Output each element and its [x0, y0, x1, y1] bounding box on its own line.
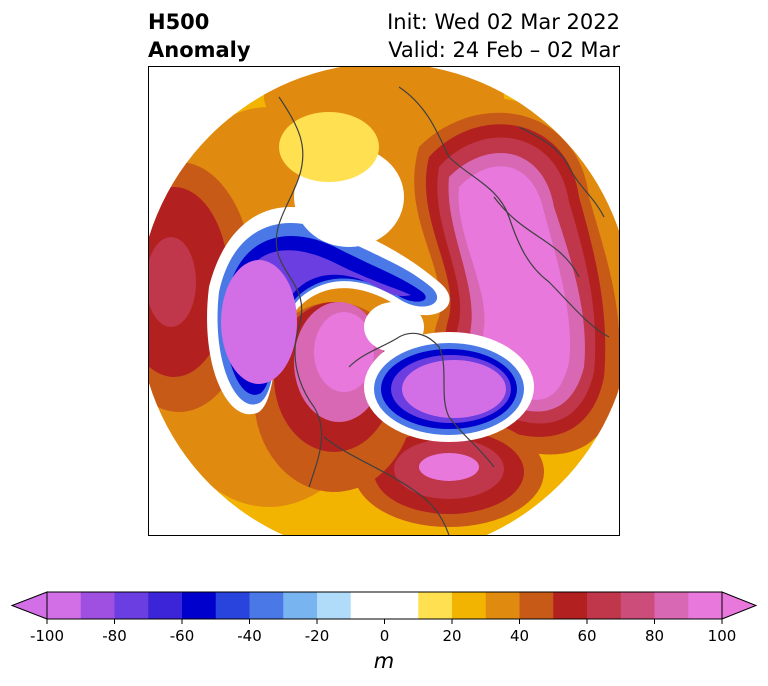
colorbar-unit: m [374, 649, 394, 673]
colorbar-tick-label: -80 [102, 627, 127, 645]
anomaly-contour [279, 112, 379, 182]
colorbar-segment [654, 592, 689, 619]
colorbar-segment [587, 592, 622, 619]
colorbar-tick-label: 0 [380, 627, 390, 645]
colorbar-segment [249, 592, 284, 619]
colorbar-ticks: -100 -80 -60 -40 -20 0 20 40 60 80 100 [30, 619, 736, 645]
colorbar: -100 -80 -60 -40 -20 0 20 40 60 80 100 m [10, 591, 758, 673]
colorbar-segment [80, 592, 115, 619]
colorbar-segment [215, 592, 250, 619]
title-right: Init: Wed 02 Mar 2022 Valid: 24 Feb – 02… [387, 8, 620, 64]
colorbar-segment [418, 592, 453, 619]
colorbar-segment [114, 592, 149, 619]
init-time: Init: Wed 02 Mar 2022 [387, 10, 620, 34]
coastlines [275, 86, 610, 535]
colorbar-extend-high [721, 591, 758, 620]
title-left: H500 Anomaly [148, 8, 251, 64]
valid-range: Valid: 24 Feb – 02 Mar [388, 38, 620, 62]
anomaly-contour [314, 312, 374, 392]
anomaly-contour [221, 260, 297, 384]
anomaly-contour [402, 360, 506, 418]
colorbar-segment [350, 592, 385, 619]
colorbar-segment [485, 592, 520, 619]
colorbar-tick-label: -40 [237, 627, 262, 645]
colorbar-segment [452, 592, 487, 619]
colorbar-tick-label: 60 [577, 627, 596, 645]
map-panel [148, 66, 620, 536]
anomaly-contour [419, 453, 479, 481]
colorbar-segment [47, 592, 82, 619]
anomaly-contour [149, 237, 196, 327]
colorbar-tick-label: 100 [708, 627, 737, 645]
colorbar-segment [553, 592, 588, 619]
colorbar-extend-low [10, 591, 48, 620]
colorbar-segment [283, 592, 318, 619]
colorbar-segment [620, 592, 655, 619]
colorbar-tick-label: -100 [30, 627, 64, 645]
colorbar-tick-label: -20 [305, 627, 330, 645]
colorbar-tick-label: 80 [645, 627, 664, 645]
colorbar-segment [148, 592, 183, 619]
colorbar-tick-label: 20 [442, 627, 461, 645]
colorbar-segment [688, 592, 723, 619]
colorbar-segment [317, 592, 352, 619]
anomaly-contour [364, 302, 424, 352]
title-field-type: Anomaly [148, 38, 251, 62]
colorbar-segments [10, 591, 758, 620]
colorbar-segment [182, 592, 217, 619]
title-field: H500 [148, 10, 210, 34]
colorbar-segment [519, 592, 554, 619]
colorbar-tick-label: 40 [510, 627, 529, 645]
colorbar-segment [384, 592, 419, 619]
anomaly-map [149, 67, 619, 535]
colorbar-tick-label: -60 [170, 627, 195, 645]
